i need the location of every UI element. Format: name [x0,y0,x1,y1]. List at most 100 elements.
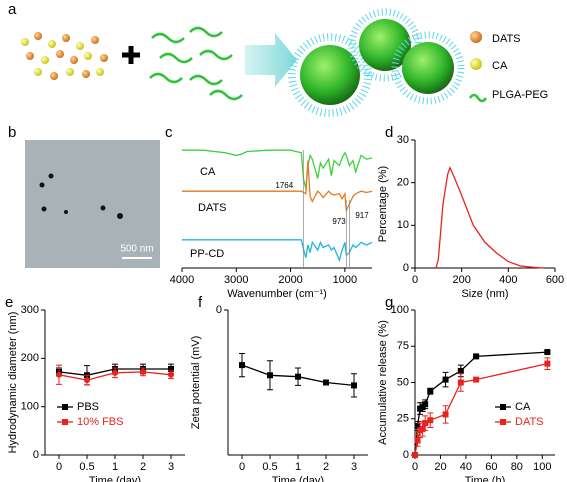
panel-label: a [8,1,17,18]
marker [427,388,434,395]
legend-swatch [500,404,506,410]
y-axis-label: Percentage (%) [377,166,389,242]
x-tick-label: 400 [499,274,517,286]
marker [442,376,449,383]
x-tick-label: 0 [412,461,418,473]
y-tick-label: 0 [33,449,39,461]
legend-swatch [470,58,482,70]
series-line [182,160,373,213]
plus-sign [122,46,140,64]
x-tick-label: 4000 [170,274,194,286]
y-tick-label: 10 [397,219,409,231]
x-tick-label: 2000 [278,274,302,286]
y-axis-label: Accumulative release (%) [377,320,389,445]
x-tick-label: 600 [546,274,564,286]
legend-label: 10% FBS [77,416,123,428]
series-label: CA [200,166,216,178]
y-axis-label: Hydrodynamic diameter (nm) [7,312,19,454]
legend-label: CA [515,401,531,413]
legend-label: DATS [515,416,544,428]
x-tick-label: 0.5 [262,461,277,473]
series-label: PP-CD [190,248,224,260]
marker [267,372,273,379]
x-axis-label: Time (h) [465,475,506,482]
x-axis-label: Size (nm) [461,288,508,300]
marker [112,369,118,376]
legend-swatch [62,419,68,425]
y-tick-label: 0 [403,449,409,461]
y-tick-label: 0 [216,304,222,316]
y-tick-label: 100 [391,304,409,316]
tem-particles [39,173,123,219]
marker [473,353,480,360]
x-axis-label: Time (day) [272,475,324,482]
x-tick-label: 0 [412,274,418,286]
y-tick-label: 0 [403,262,409,274]
marker [442,411,449,418]
y-tick-label: 200 [21,352,39,364]
polymer-chains [149,26,243,101]
series-label: DATS [198,202,227,214]
x-tick-label: 1 [112,461,118,473]
marker [544,349,551,356]
marker [457,367,464,374]
marker [56,371,62,378]
panel-label: f [198,294,203,311]
drug-particles [21,32,108,80]
x-tick-label: 3 [168,461,174,473]
x-tick-label: 80 [511,461,523,473]
annotation-label: 917 [355,211,369,220]
series-line [435,165,544,269]
marker [168,365,174,372]
marker [419,425,426,432]
marker [422,420,429,427]
x-tick-label: 60 [485,461,497,473]
marker [323,379,329,386]
y-tick-label: 25 [397,413,409,425]
x-tick-label: 3000 [224,274,248,286]
x-tick-label: 2 [323,461,329,473]
marker [168,371,174,378]
legend-swatch [500,419,506,425]
y-tick-label: 100 [21,401,39,413]
legend-label: CA [492,60,508,72]
nanoparticles [288,8,465,117]
y-tick-label: 20 [397,177,409,189]
x-tick-label: 2 [140,461,146,473]
x-tick-label: 20 [434,461,446,473]
marker [544,360,551,367]
scale-bar-label: 500 nm [120,244,153,255]
legend-swatch [468,93,488,103]
marker [84,377,90,384]
panel-label: c [165,124,173,141]
x-tick-label: 3 [351,461,357,473]
marker [239,362,245,369]
x-axis-label: Wavenumber (cm⁻¹) [227,288,327,300]
x-axis-label: Time (day) [89,475,141,482]
x-tick-label: 0 [56,461,62,473]
x-tick-label: 0.5 [79,461,94,473]
annotation-label: 973 [332,217,346,226]
y-axis-label: Zeta potential (mV) [190,336,202,430]
marker [422,401,429,408]
legend-label: PBS [77,401,99,413]
legend-label: DATS [492,33,521,45]
marker [140,368,146,375]
y-tick-label: 50 [397,376,409,388]
arrow [245,33,297,87]
x-tick-label: 1000 [333,274,357,286]
marker [414,423,421,429]
x-tick-label: 1 [295,461,301,473]
marker [414,437,421,444]
series-line [182,149,373,189]
tem-image [25,140,160,268]
legend-swatch [62,404,68,410]
panel-label: g [385,294,393,311]
y-tick-label: 300 [21,304,39,316]
y-tick-label: 30 [397,134,409,146]
x-tick-label: 200 [452,274,470,286]
marker [457,379,464,386]
x-tick-label: 40 [460,461,472,473]
marker [412,452,418,458]
y-tick-label: 75 [397,340,409,352]
